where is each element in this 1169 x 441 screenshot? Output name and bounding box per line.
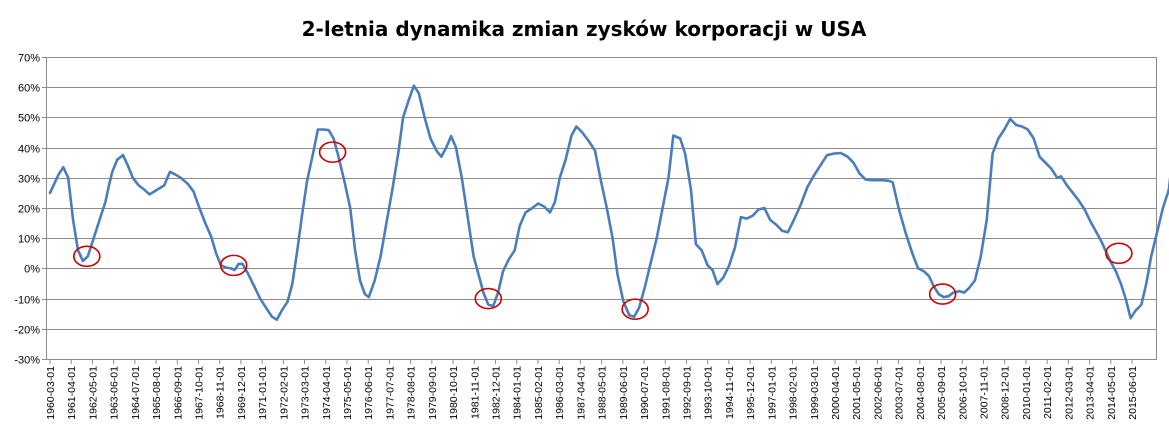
x-tick-label: 1977-07-01 (384, 366, 396, 420)
x-tick-label: 2000-04-01 (830, 366, 842, 420)
x-tick-label: 2003-07-01 (894, 366, 906, 420)
y-axis-ticks: -30% -20% -10% 0% 10% 20% 30% 40% 50% 60% 70% (14, 53, 1157, 367)
x-tick-label: 2013-04-01 (1085, 366, 1097, 420)
x-tick-label: 1992-09-01 (681, 366, 693, 420)
y-tick-label: -20% (14, 325, 40, 337)
x-tick-label: 1988-05-01 (597, 366, 609, 420)
x-tick-label: 2001-05-01 (851, 366, 863, 420)
x-tick-label: 1987-04-01 (575, 366, 587, 420)
highlight-ellipse (474, 287, 503, 310)
x-tick-label: 2007-11-01 (978, 366, 990, 419)
x-tick-label: 1960-03-01 (45, 366, 57, 420)
x-tick-label: 1962-05-01 (87, 366, 99, 420)
highlight-ellipse (73, 245, 101, 268)
series-layer (48, 84, 1169, 321)
x-tick-label: 1999-03-01 (809, 366, 821, 420)
x-tick-label: 1966-09-01 (172, 366, 184, 420)
x-tick-label: 1998-02-01 (788, 366, 800, 420)
x-tick-label: 2008-12-01 (1000, 366, 1012, 420)
x-tick-label: 1975-05-01 (342, 366, 354, 420)
x-tick-label: 1994-11-01 (724, 366, 736, 419)
y-tick-label: 70% (18, 53, 40, 65)
x-tick-label: 2011-02-01 (1042, 366, 1054, 419)
x-tick-label: 2014-05-01 (1106, 366, 1118, 420)
y-tick-label: 10% (18, 234, 40, 246)
x-tick-label: 1974-04-01 (321, 366, 333, 420)
x-tick-label: 1980-10-01 (448, 366, 460, 420)
x-tick-label: 1967-10-01 (194, 366, 206, 420)
y-tick-label: 30% (18, 174, 40, 186)
x-tick-label: 1985-02-01 (533, 366, 545, 420)
x-tick-label: 1997-01-01 (766, 366, 778, 420)
series-line (48, 84, 1169, 321)
x-tick-label: 1981-11-01 (469, 366, 481, 419)
x-tick-label: 1968-11-01 (215, 366, 227, 419)
x-tick-label: 1973-03-01 (300, 366, 312, 420)
x-tick-label: 1972-02-01 (278, 366, 290, 420)
y-tick-label: 50% (18, 113, 40, 125)
highlight-ellipse (1105, 242, 1133, 265)
x-tick-label: 1969-12-01 (236, 366, 248, 420)
y-tick-label: 0% (24, 264, 40, 276)
x-tick-label: 2010-01-01 (1021, 366, 1033, 420)
x-tick-label: 2006-10-01 (957, 366, 969, 420)
x-tick-label: 1984-01-01 (512, 366, 524, 420)
x-tick-label: 1963-06-01 (109, 366, 121, 420)
x-tick-label: 1971-01-01 (257, 366, 269, 420)
y-tick-label: -10% (14, 295, 40, 307)
x-tick-label: 2004-08-01 (915, 366, 927, 420)
gridlines (46, 57, 1157, 360)
y-tick-label: 40% (18, 144, 40, 156)
x-tick-label: 2002-06-01 (872, 366, 884, 420)
x-tick-label: 1965-08-01 (151, 366, 163, 420)
x-tick-label: 1993-10-01 (703, 366, 715, 420)
x-tick-label: 2012-03-01 (1063, 366, 1075, 420)
y-tick-label: 20% (18, 204, 40, 216)
x-tick-label: 1990-07-01 (639, 366, 651, 420)
highlight-ellipse (621, 298, 649, 320)
x-tick-label: 1982-12-01 (491, 366, 503, 420)
x-tick-label: 2005-09-01 (936, 366, 948, 420)
chart-title: 2-letnia dynamika zmian zysków korporacj… (302, 17, 867, 41)
x-tick-label: 1995-12-01 (745, 366, 757, 420)
y-tick-label: 60% (18, 83, 40, 95)
x-axis-ticks: 1960-03-01 1961-04-01 1962-05-01 1963-06-01… (45, 359, 1139, 420)
x-tick-label: 1976-06-01 (363, 366, 375, 420)
x-tick-label: 1964-07-01 (130, 366, 142, 420)
x-tick-label: 1991-08-01 (660, 366, 672, 420)
x-tick-label: 2015-06-01 (1127, 366, 1139, 420)
y-tick-label: -30% (14, 355, 40, 367)
annotation-layer (73, 141, 1133, 320)
x-tick-label: 1986-03-01 (554, 366, 566, 420)
x-tick-label: 1979-09-01 (427, 366, 439, 420)
x-tick-label: 1978-08-01 (406, 366, 418, 420)
x-tick-label: 1961-04-01 (66, 366, 78, 420)
highlight-ellipse (318, 141, 347, 163)
x-tick-label: 1989-06-01 (618, 366, 630, 420)
highlight-ellipse (928, 283, 957, 305)
highlight-ellipse (219, 254, 248, 277)
